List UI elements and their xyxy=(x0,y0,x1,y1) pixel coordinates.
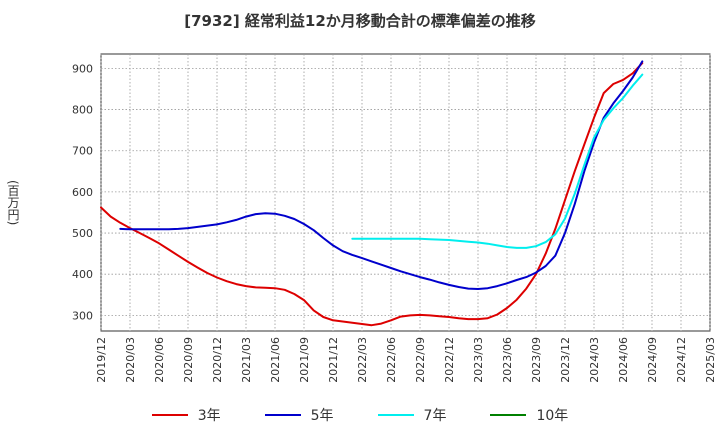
x-tick-label: 2021/03 xyxy=(240,337,253,383)
x-tick-label: 2023/06 xyxy=(501,337,514,383)
x-tick-label: 2020/09 xyxy=(182,337,195,383)
y-axis-label: (百万円) xyxy=(6,180,20,226)
x-tick-label: 2022/09 xyxy=(414,337,427,383)
x-tick-label: 2020/12 xyxy=(211,337,224,383)
legend-swatch xyxy=(264,414,301,416)
y-tick-label: 900 xyxy=(72,62,93,75)
legend-label: 7年 xyxy=(423,408,447,424)
legend-item: 10年 xyxy=(490,405,568,425)
x-tick-label: 2025/03 xyxy=(704,337,717,383)
legend-label: 3年 xyxy=(197,408,221,424)
legend-swatch xyxy=(490,414,527,416)
x-tick-label: 2020/06 xyxy=(153,337,166,383)
x-tick-label: 2024/09 xyxy=(646,337,659,383)
series-lines xyxy=(100,60,644,327)
x-tick-label: 2019/12 xyxy=(95,337,108,383)
legend-item: 3年 xyxy=(151,405,221,425)
x-tick-label: 2024/12 xyxy=(675,337,688,383)
chart-title: [7932] 経常利益12か月移動合計の標準偏差の推移 xyxy=(184,12,536,30)
legend-swatch xyxy=(151,414,188,416)
y-tick-label: 500 xyxy=(72,227,93,240)
y-tick-label: 600 xyxy=(72,186,93,199)
series-line-7年 xyxy=(351,73,644,249)
x-tick-label: 2022/12 xyxy=(443,337,456,383)
x-tick-labels: 2019/12 2020/03 2020/06 2020/09 2020/12 2021/… xyxy=(95,337,717,383)
x-tick-label: 2024/06 xyxy=(617,337,630,383)
legend-item: 5年 xyxy=(264,405,334,425)
plot-area xyxy=(100,53,711,332)
x-tick-label: 2021/12 xyxy=(327,337,340,383)
x-tick-label: 2020/03 xyxy=(124,337,137,383)
y-tick-label: 400 xyxy=(72,268,93,281)
x-tick-label: 2021/09 xyxy=(298,337,311,383)
x-tick-label: 2023/12 xyxy=(559,337,572,383)
legend-swatch xyxy=(377,414,414,416)
legend-label: 10年 xyxy=(536,408,569,424)
x-tick-label: 2021/06 xyxy=(269,337,282,383)
x-tick-label: 2022/06 xyxy=(385,337,398,383)
y-tick-label: 800 xyxy=(72,104,93,117)
y-tick-label: 300 xyxy=(72,309,93,322)
x-tick-label: 2023/09 xyxy=(530,337,543,383)
legend-label: 5年 xyxy=(310,408,334,424)
y-tick-labels: 300 400 500 600 700 800 900 xyxy=(72,62,93,322)
x-tick-label: 2024/03 xyxy=(588,337,601,383)
y-tick-label: 700 xyxy=(72,145,93,158)
legend: 3年 5年 7年 10年 xyxy=(0,403,720,427)
x-tick-label: 2023/03 xyxy=(472,337,485,383)
series-line-5年 xyxy=(119,60,644,290)
legend-item: 7年 xyxy=(377,405,447,425)
x-tick-label: 2022/03 xyxy=(356,337,369,383)
